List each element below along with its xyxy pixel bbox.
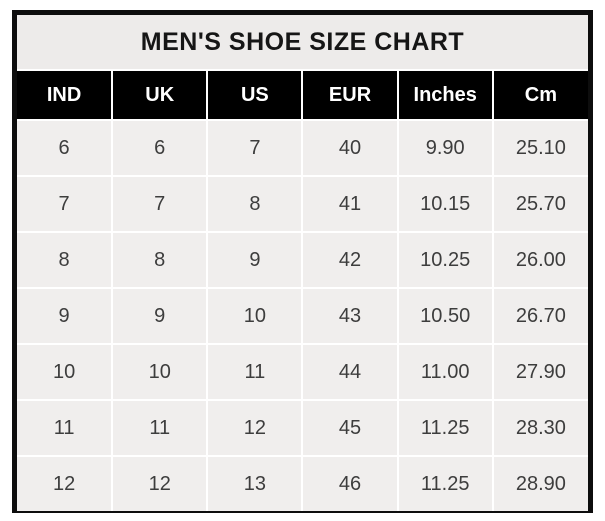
cell-cm: 27.90 bbox=[491, 343, 588, 401]
cell-inches: 10.25 bbox=[396, 231, 494, 289]
cell-eur: 44 bbox=[301, 343, 399, 401]
cell-cm: 28.30 bbox=[491, 399, 588, 457]
cell-uk: 10 bbox=[111, 343, 209, 401]
cell-us: 13 bbox=[206, 455, 304, 511]
cell-inches: 11.25 bbox=[396, 399, 494, 457]
column-header-eur: EUR bbox=[301, 69, 399, 121]
cell-uk: 8 bbox=[111, 231, 209, 289]
size-table: IND UK US EUR Inches Cm 6 6 7 40 9.90 25… bbox=[17, 69, 588, 511]
cell-eur: 40 bbox=[301, 119, 399, 177]
cell-cm: 28.90 bbox=[491, 455, 588, 511]
cell-uk: 7 bbox=[111, 175, 209, 233]
cell-uk: 9 bbox=[111, 287, 209, 345]
cell-ind: 9 bbox=[17, 287, 114, 345]
cell-eur: 45 bbox=[301, 399, 399, 457]
cell-us: 9 bbox=[206, 231, 304, 289]
column-header-us: US bbox=[206, 69, 304, 121]
cell-us: 12 bbox=[206, 399, 304, 457]
cell-eur: 43 bbox=[301, 287, 399, 345]
cell-ind: 7 bbox=[17, 175, 114, 233]
table-row: 11 11 12 45 11.25 28.30 bbox=[17, 399, 588, 457]
cell-ind: 10 bbox=[17, 343, 114, 401]
cell-ind: 12 bbox=[17, 455, 114, 511]
table-row: 10 10 11 44 11.00 27.90 bbox=[17, 343, 588, 401]
cell-cm: 25.70 bbox=[491, 175, 588, 233]
cell-eur: 41 bbox=[301, 175, 399, 233]
cell-inches: 11.00 bbox=[396, 343, 494, 401]
cell-us: 7 bbox=[206, 119, 304, 177]
size-table-header: IND UK US EUR Inches Cm bbox=[17, 69, 588, 121]
cell-inches: 10.15 bbox=[396, 175, 494, 233]
chart-title-band: MEN'S SHOE SIZE CHART bbox=[17, 15, 588, 69]
cell-us: 10 bbox=[206, 287, 304, 345]
cell-uk: 12 bbox=[111, 455, 209, 511]
cell-inches: 10.50 bbox=[396, 287, 494, 345]
cell-eur: 46 bbox=[301, 455, 399, 511]
chart-title: MEN'S SHOE SIZE CHART bbox=[140, 27, 465, 56]
header-row: IND UK US EUR Inches Cm bbox=[17, 69, 588, 121]
column-header-cm: Cm bbox=[491, 69, 588, 121]
cell-inches: 9.90 bbox=[396, 119, 494, 177]
cell-cm: 26.70 bbox=[491, 287, 588, 345]
column-header-uk: UK bbox=[111, 69, 209, 121]
table-row: 12 12 13 46 11.25 28.90 bbox=[17, 455, 588, 511]
table-row: 9 9 10 43 10.50 26.70 bbox=[17, 287, 588, 345]
column-header-ind: IND bbox=[17, 69, 114, 121]
cell-ind: 11 bbox=[17, 399, 114, 457]
cell-us: 8 bbox=[206, 175, 304, 233]
column-header-inches: Inches bbox=[396, 69, 494, 121]
cell-us: 11 bbox=[206, 343, 304, 401]
shoe-size-chart: MEN'S SHOE SIZE CHART IND UK US EUR Inch… bbox=[12, 10, 593, 513]
cell-uk: 11 bbox=[111, 399, 209, 457]
table-row: 8 8 9 42 10.25 26.00 bbox=[17, 231, 588, 289]
cell-ind: 8 bbox=[17, 231, 114, 289]
table-row: 7 7 8 41 10.15 25.70 bbox=[17, 175, 588, 233]
cell-uk: 6 bbox=[111, 119, 209, 177]
cell-cm: 26.00 bbox=[491, 231, 588, 289]
cell-cm: 25.10 bbox=[491, 119, 588, 177]
cell-inches: 11.25 bbox=[396, 455, 494, 511]
cell-eur: 42 bbox=[301, 231, 399, 289]
size-table-body: 6 6 7 40 9.90 25.10 7 7 8 41 10.15 25.70… bbox=[17, 119, 588, 511]
table-row: 6 6 7 40 9.90 25.10 bbox=[17, 119, 588, 177]
cell-ind: 6 bbox=[17, 119, 114, 177]
